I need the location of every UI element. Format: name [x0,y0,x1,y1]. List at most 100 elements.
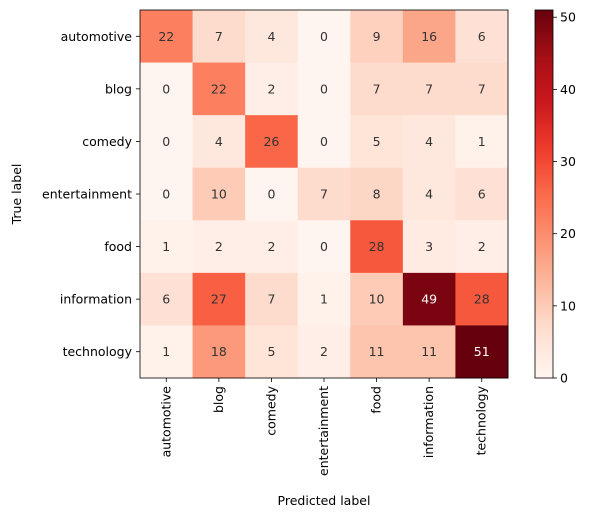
heatmap-cell [140,167,194,221]
cell-value-label: 2 [267,239,275,254]
heatmap-cell [245,272,299,326]
heatmap-cell [297,62,351,116]
cell-value-label: 11 [369,344,385,359]
heatmap-cell [192,220,246,274]
heatmap-cell [350,115,404,169]
cell-value-label: 2 [320,344,328,359]
heatmap-cell [192,115,246,169]
heatmap-cell [192,10,246,64]
colorbar-tick-label: 10 [560,298,576,313]
heatmap-cell [140,10,194,64]
y-tick-label: technology [63,344,133,359]
heatmap-cells: 22 7 4 0 9 16 60 22 2 0 7 7 70 4 26 0 5 4 10 10 0 7 8 4 61 2 2 0 28 3… [140,10,509,379]
cell-value-label: 28 [474,292,490,307]
heatmap-cell [245,167,299,221]
cell-value-label: 10 [369,292,385,307]
y-axis-label: True label [9,164,24,226]
heatmap-cell [245,325,299,379]
cell-value-label: 0 [162,187,170,202]
cell-value-label: 5 [267,344,275,359]
heatmap-cell [455,62,509,116]
heatmap-cell [455,167,509,221]
cell-value-label: 11 [421,344,437,359]
cell-value-label: 22 [211,81,227,96]
cell-value-label: 6 [162,292,170,307]
cell-value-label: 7 [215,29,223,44]
cell-value-label: 0 [267,187,275,202]
heatmap-cell [350,325,404,379]
heatmap-cell [455,10,509,64]
y-tick-label: information [60,292,132,307]
cell-value-label: 7 [320,187,328,202]
heatmap-cell [297,167,351,221]
cell-value-label: 0 [320,29,328,44]
heatmap-cell [455,220,509,274]
cell-value-label: 6 [478,29,486,44]
heatmap-cell [402,325,456,379]
x-axis-label: Predicted label [278,493,371,508]
heatmap-cell [140,220,194,274]
x-axis-ticks: automotive blog comedy entertainment food inf… [158,378,489,476]
x-tick-label: information [421,386,436,458]
cell-value-label: 9 [373,29,381,44]
cell-value-label: 7 [478,81,486,96]
cell-value-label: 4 [425,187,433,202]
cell-value-label: 16 [421,29,437,44]
x-tick-label: blog [211,386,226,413]
heatmap-cell [192,272,246,326]
heatmap-cell [455,325,509,379]
cell-value-label: 0 [320,81,328,96]
cell-value-label: 1 [162,344,170,359]
cell-value-label: 10 [211,187,227,202]
cell-value-label: 4 [267,29,275,44]
cell-value-label: 4 [425,134,433,149]
cell-value-label: 22 [158,29,174,44]
cell-value-label: 7 [373,81,381,96]
heatmap-cell [140,62,194,116]
heatmap-cell [297,10,351,64]
heatmap-cell [402,220,456,274]
x-tick-label: technology [474,385,489,455]
y-tick-label: entertainment [42,187,132,202]
colorbar-tick-label: 0 [560,371,568,386]
cell-value-label: 1 [478,134,486,149]
colorbar-tick-label: 50 [560,10,576,25]
heatmap-cell [402,10,456,64]
colorbar-tick-label: 30 [560,154,576,169]
heatmap-cell [350,62,404,116]
cell-value-label: 5 [373,134,381,149]
colorbar-ticks: 0 10 20 30 40 50 [553,10,576,386]
cell-value-label: 0 [162,81,170,96]
heatmap-cell [192,167,246,221]
cell-value-label: 28 [369,239,385,254]
heatmap-cell [297,272,351,326]
cell-value-label: 1 [320,292,328,307]
cell-value-label: 4 [215,134,223,149]
heatmap-cell [297,325,351,379]
x-tick-label: food [369,386,384,414]
heatmap-cell [350,272,404,326]
cell-value-label: 27 [211,292,227,307]
heatmap-cell [350,220,404,274]
heatmap-cell [350,167,404,221]
colorbar [534,9,554,379]
heatmap-cell [245,10,299,64]
heatmap-cell [455,115,509,169]
heatmap-cell [297,115,351,169]
y-tick-label: blog [105,81,132,96]
cell-value-label: 2 [478,239,486,254]
y-tick-label: food [104,239,132,254]
heatmap-cell [402,62,456,116]
heatmap-cell [140,272,194,326]
cell-value-label: 7 [267,292,275,307]
cell-value-label: 0 [320,134,328,149]
x-tick-label: entertainment [316,386,331,476]
cell-value-label: 8 [373,187,381,202]
heatmap-cell [402,115,456,169]
heatmap-cell [140,115,194,169]
heatmap-cell [245,115,299,169]
cell-value-label: 3 [425,239,433,254]
heatmap-cell [192,62,246,116]
colorbar-tick-label: 40 [560,82,576,97]
colorbar-tick-label: 20 [560,226,576,241]
